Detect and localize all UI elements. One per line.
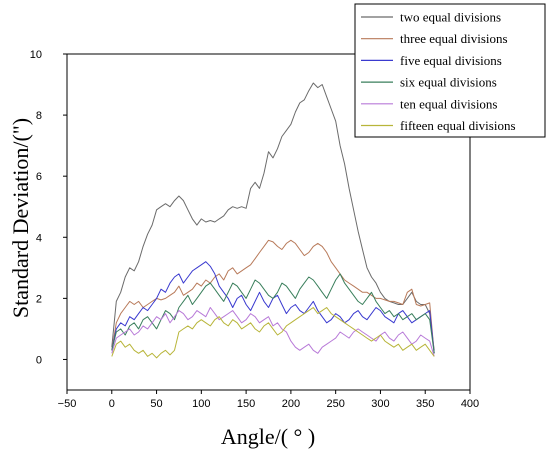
x-tick-label: 200: [282, 398, 300, 410]
legend-label: fifteen equal divisions: [400, 118, 516, 133]
series-lines: [111, 82, 435, 359]
plot-area: [66, 53, 471, 391]
y-tick-label: 10: [30, 49, 42, 61]
x-axis-ticks: −50 0 50 100 150 200 250 300 350 400: [58, 390, 479, 410]
series-line-5: [111, 307, 435, 359]
y-axis-title: Standard Deviation/("): [8, 118, 33, 318]
x-tick-label: 150: [237, 398, 255, 410]
series-line-2: [111, 261, 435, 354]
legend-label: six equal divisions: [400, 75, 497, 90]
legend: two equal divisions three equal divisions…: [354, 3, 546, 138]
series-line-3: [111, 273, 435, 354]
x-tick-label: −50: [58, 398, 77, 410]
y-tick-label: 6: [36, 171, 42, 183]
x-tick-label: 250: [326, 398, 344, 410]
legend-label: two equal divisions: [400, 10, 501, 25]
y-tick-label: 2: [36, 293, 42, 305]
legend-label: ten equal divisions: [400, 96, 498, 111]
legend-label: three equal divisions: [400, 31, 508, 46]
x-tick-label: 400: [461, 398, 479, 410]
x-tick-label: 100: [192, 398, 210, 410]
x-tick-label: 0: [109, 398, 115, 410]
x-axis-title: Angle/( ° ): [221, 424, 315, 449]
series-line-0: [111, 82, 435, 351]
y-tick-label: 0: [36, 354, 42, 366]
legend-label: five equal divisions: [400, 53, 502, 68]
x-tick-label: 300: [371, 398, 389, 410]
series-line-4: [111, 307, 435, 357]
y-tick-label: 8: [36, 110, 42, 122]
y-tick-label: 4: [36, 232, 42, 244]
y-axis-ticks: 0 2 4 6 8 10: [30, 49, 67, 366]
x-tick-label: 350: [416, 398, 434, 410]
x-tick-label: 50: [150, 398, 162, 410]
series-line-1: [111, 239, 435, 354]
